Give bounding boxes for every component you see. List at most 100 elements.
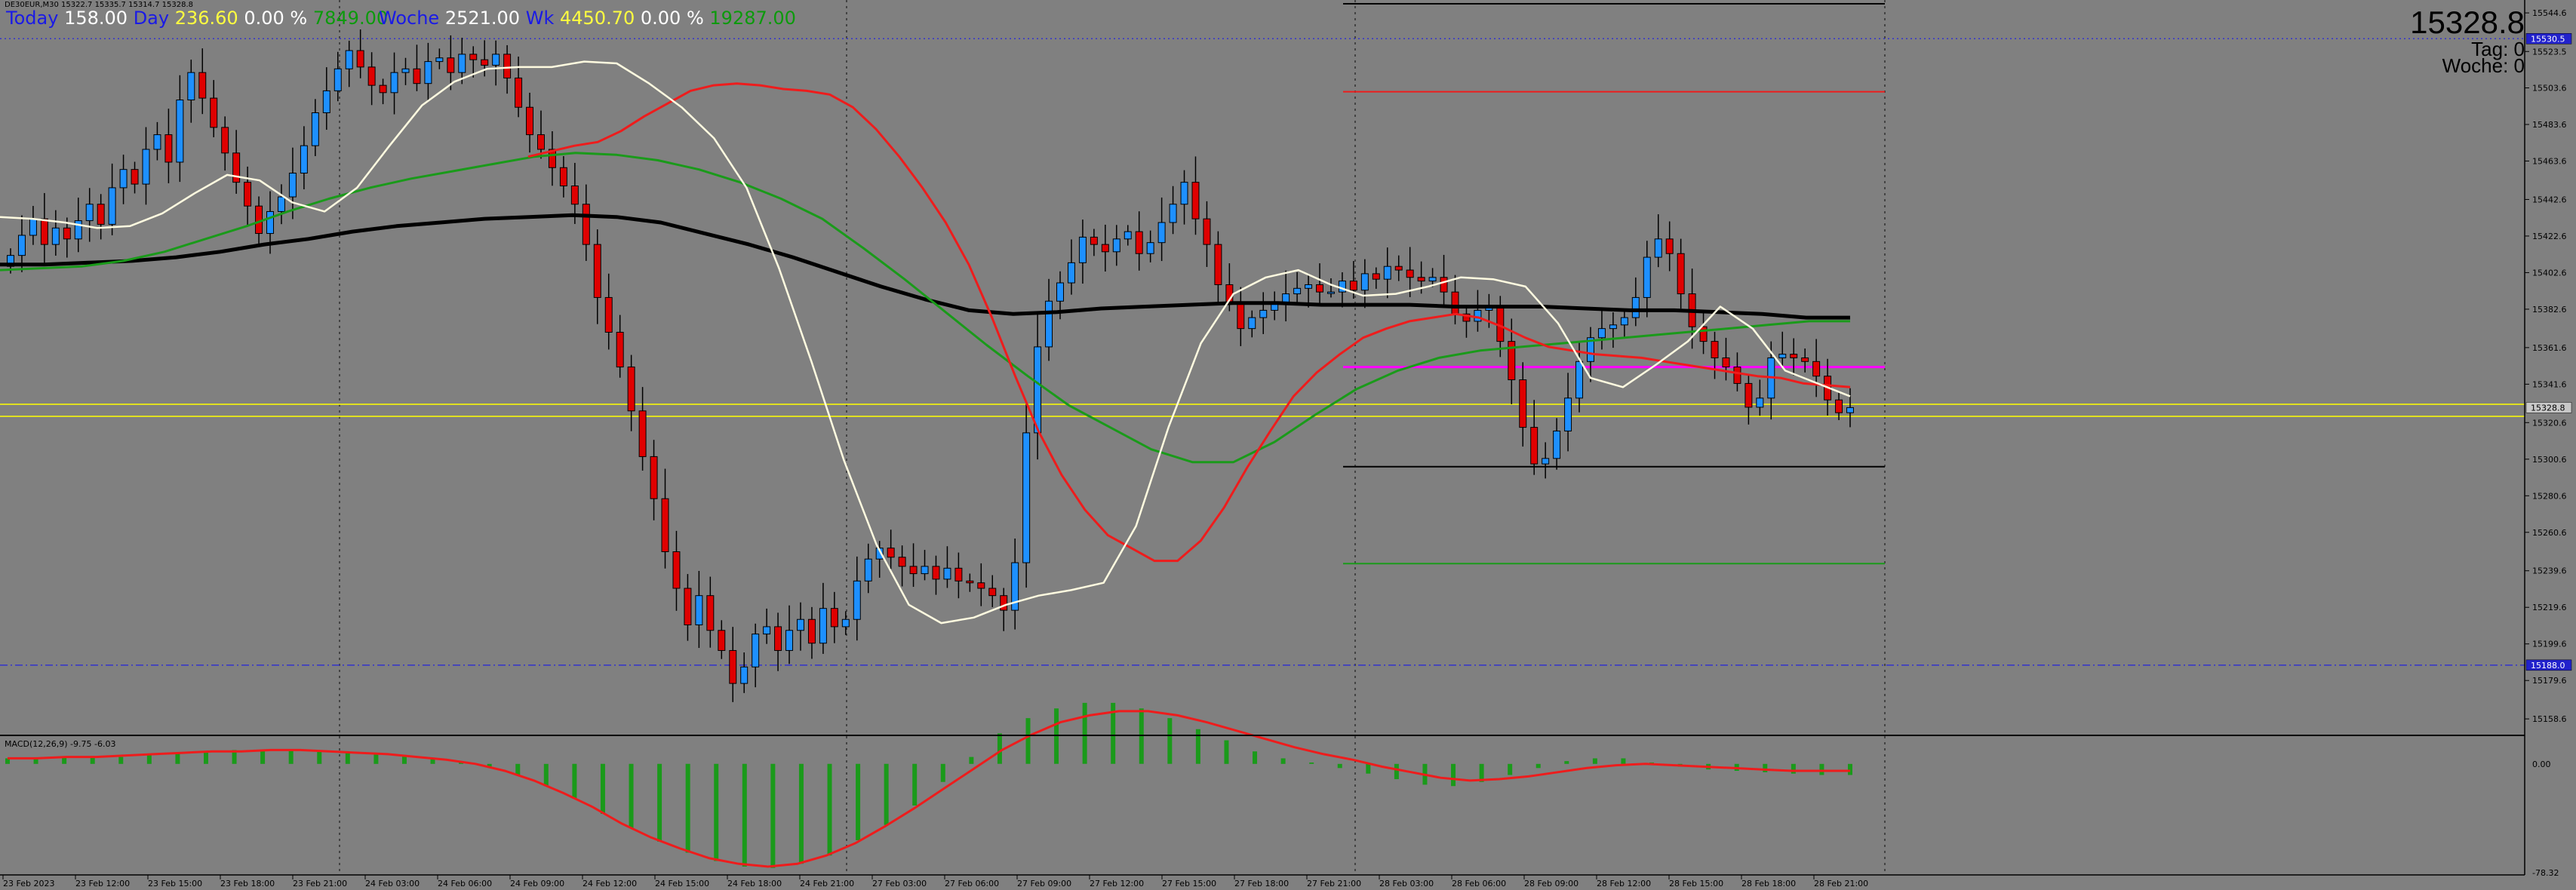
candle-body-146	[1654, 238, 1662, 258]
today-readout: Today 158.00 Day 236.60 0.00 % 7849.00	[6, 8, 388, 29]
candle-body-28	[322, 90, 330, 114]
candle-body-61	[695, 595, 703, 626]
candle-body-55	[627, 367, 635, 412]
time-tick-label-0: 23 Feb 2023	[3, 879, 54, 888]
candle-body-24	[277, 196, 285, 212]
candle-body-109	[1237, 302, 1245, 330]
candle-body-83	[943, 567, 951, 580]
time-tick-label-3: 23 Feb 18:00	[220, 879, 275, 888]
candle-body-124	[1406, 269, 1414, 278]
candle-body-102	[1157, 222, 1166, 244]
price-tick-label-14: 15260.6	[2532, 528, 2567, 538]
candle-body-2	[29, 218, 37, 236]
candle-body-54	[616, 332, 624, 368]
candle-body-31	[356, 50, 364, 68]
candle-body-133	[1508, 341, 1516, 381]
candle-body-32	[367, 66, 376, 86]
candle-body-129	[1462, 313, 1471, 322]
candle-body-13	[153, 134, 161, 150]
candle-body-92	[1045, 300, 1053, 348]
candle-body-57	[650, 456, 658, 499]
candle-body-142	[1609, 324, 1617, 330]
candle-body-51	[582, 204, 590, 245]
candle-body-64	[729, 649, 737, 684]
candle-body-76	[864, 558, 872, 582]
candle-body-27	[311, 112, 319, 146]
time-tick-label-20: 28 Feb 06:00	[1452, 879, 1506, 888]
price-tick-label-15: 15239.6	[2532, 566, 2567, 576]
candle-body-153	[1733, 367, 1741, 384]
price-tag-box-1	[2525, 402, 2572, 413]
time-tick-label-18: 27 Feb 21:00	[1307, 879, 1361, 888]
candle-body-43	[492, 54, 500, 66]
time-tick-label-4: 23 Feb 21:00	[293, 879, 347, 888]
candle-body-127	[1440, 277, 1448, 293]
candle-body-69	[785, 630, 794, 651]
candle-body-103	[1169, 204, 1177, 223]
price-tick-label-12: 15300.6	[2532, 455, 2567, 465]
candle-body-75	[853, 580, 861, 620]
price-tick-label-0: 15544.6	[2532, 8, 2567, 18]
candle-body-147	[1665, 238, 1674, 254]
candle-body-66	[752, 634, 760, 668]
candle-body-148	[1677, 253, 1685, 295]
price-tag-box-0	[2525, 33, 2572, 44]
macd-tick-label-1: -78.32	[2532, 868, 2559, 878]
candle-body-71	[807, 618, 816, 644]
candle-body-82	[932, 566, 940, 580]
price-tick-label-4: 15463.6	[2532, 157, 2567, 167]
time-tick-label-19: 28 Feb 03:00	[1379, 879, 1434, 888]
time-tick-label-23: 28 Feb 15:00	[1669, 879, 1723, 888]
wk-green-value: 19287.00	[709, 8, 796, 29]
candle-body-110	[1248, 317, 1256, 330]
candle-body-159	[1801, 357, 1809, 362]
candle-body-12	[142, 149, 150, 185]
candle-body-151	[1711, 341, 1719, 358]
candle-body-1	[17, 235, 26, 256]
price-tick-label-3: 15483.6	[2532, 120, 2567, 130]
candle-body-63	[718, 630, 726, 651]
candle-body-125	[1417, 277, 1425, 282]
candle-body-84	[954, 567, 963, 582]
candle-body-95	[1078, 236, 1087, 263]
candle-body-81	[921, 566, 929, 575]
candle-body-134	[1519, 379, 1527, 428]
candle-body-49	[559, 167, 567, 186]
price-tick-label-6: 15422.6	[2532, 232, 2567, 241]
candle-body-18	[210, 97, 218, 128]
candle-body-87	[988, 588, 997, 597]
price-tick-label-13: 15280.6	[2532, 491, 2567, 501]
current-price: 15328.8	[2410, 5, 2525, 40]
candle-body-97	[1101, 244, 1109, 253]
candle-body-45	[515, 77, 523, 108]
candle-body-58	[661, 498, 669, 552]
candle-body-56	[638, 410, 647, 457]
candle-body-47	[536, 134, 545, 150]
candle-body-14	[164, 134, 173, 163]
candle-body-48	[548, 149, 556, 168]
woche-readout: Woche 2521.00 Wk 4450.70 0.00 % 19287.00	[379, 8, 796, 29]
ema-mid-line	[527, 82, 1851, 563]
candle-body-150	[1699, 326, 1708, 342]
time-tick-label-7: 24 Feb 09:00	[510, 879, 564, 888]
price-tag-label-2: 15188.0	[2531, 661, 2565, 671]
candle-body-62	[706, 595, 715, 631]
price-tick-label-8: 15382.6	[2532, 305, 2567, 315]
time-tick-label-5: 24 Feb 03:00	[365, 879, 420, 888]
candle-body-36	[413, 68, 421, 84]
candle-body-104	[1180, 182, 1188, 205]
candle-body-21	[244, 182, 252, 207]
candle-body-115	[1305, 284, 1313, 289]
candle-body-20	[232, 152, 241, 183]
wk-label: Wk	[525, 8, 555, 29]
time-tick-label-8: 24 Feb 12:00	[583, 879, 637, 888]
candle-body-40	[458, 54, 466, 73]
candle-body-35	[401, 68, 410, 73]
candle-body-29	[334, 68, 342, 91]
candle-body-99	[1124, 231, 1132, 240]
candle-body-155	[1756, 397, 1764, 408]
candle-body-98	[1112, 238, 1120, 253]
candle-body-30	[345, 50, 353, 69]
candle-body-93	[1056, 282, 1064, 302]
